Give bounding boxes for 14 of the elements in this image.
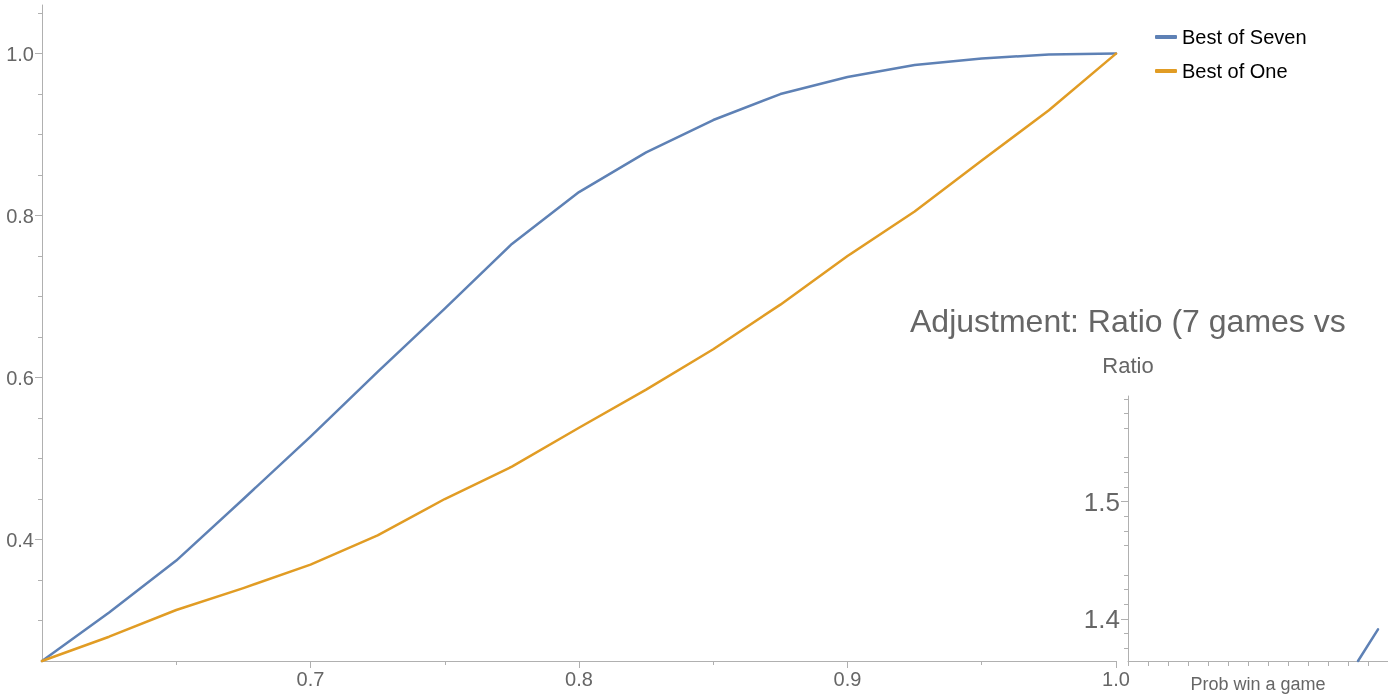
y-tick-label: 1.5 [1083,486,1120,517]
chart-title: Adjustment: Ratio (7 games vs [910,303,1346,339]
x-axis-title: Prob win a game [1190,674,1326,694]
y-tick-label: 0.8 [6,204,34,227]
x-tick-label: 0.8 [565,668,593,690]
y-tick-label: 0.4 [6,528,34,551]
legend-label: Best of Seven [1182,26,1307,48]
x-tick-label: 0.9 [833,668,862,690]
y-axis-title: Ratio [1102,352,1154,378]
x-tick-label: 0.7 [296,668,325,690]
legend-label: Best of One [1182,60,1288,82]
y-tick-label: 0.6 [6,366,34,389]
y-tick-label: 1.4 [1083,603,1120,634]
y-tick-label: 1.0 [6,42,34,65]
